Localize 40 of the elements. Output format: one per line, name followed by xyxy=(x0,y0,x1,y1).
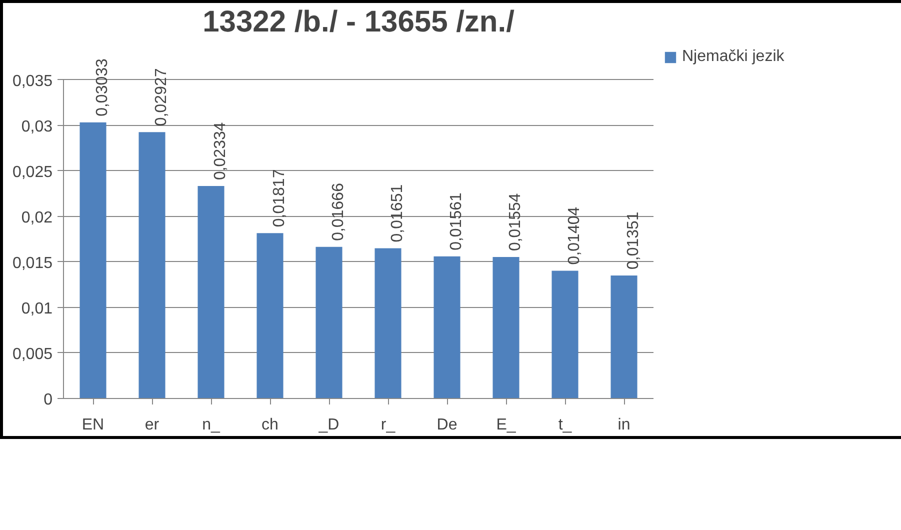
x-tick-label: t_ xyxy=(558,416,573,434)
bar xyxy=(552,270,578,398)
bar xyxy=(492,257,520,398)
data-label: 0,01817 xyxy=(271,169,288,228)
data-label: 0,01404 xyxy=(566,206,583,265)
legend-label: Njemački jezik xyxy=(682,48,784,66)
x-tick-label: _D xyxy=(318,416,340,434)
chart-title: 13322 /b./ - 13655 /zn./ xyxy=(202,6,516,38)
x-tick-label: EN xyxy=(82,416,104,434)
x-tick-label: E_ xyxy=(496,416,517,434)
data-label: 0,01351 xyxy=(625,212,642,270)
y-tick-label: 0,015 xyxy=(12,254,53,272)
y-tick-label: 0,005 xyxy=(12,346,53,363)
bar xyxy=(374,248,402,398)
x-tick-label: n_ xyxy=(202,416,221,434)
x-tick-label: in xyxy=(618,416,630,434)
y-tick-label: 0,03 xyxy=(21,118,53,136)
data-label: 0,01554 xyxy=(507,193,524,252)
x-tick-label: r_ xyxy=(380,416,396,434)
bar xyxy=(256,233,284,398)
data-label: 0,01666 xyxy=(330,182,347,241)
data-label: 0,01561 xyxy=(448,192,465,250)
data-label: 0,01651 xyxy=(389,184,406,242)
y-tick-label: 0,01 xyxy=(21,300,53,318)
bar xyxy=(434,256,460,398)
data-label: 0,02927 xyxy=(153,68,170,126)
bar xyxy=(138,132,166,398)
y-tick-label: 0 xyxy=(44,392,53,408)
bar xyxy=(316,246,342,398)
x-tick-label: ch xyxy=(262,416,278,434)
data-label: 0,02334 xyxy=(212,122,229,180)
bar xyxy=(610,276,638,398)
x-tick-label: De xyxy=(436,416,458,434)
bar xyxy=(198,186,224,398)
bar xyxy=(80,122,106,398)
data-label: 0,03033 xyxy=(94,58,111,116)
x-tick-label: er xyxy=(144,416,160,434)
y-tick-label: 0,025 xyxy=(12,164,53,181)
y-tick-label: 0,02 xyxy=(21,209,53,226)
y-tick-label: 0,035 xyxy=(12,72,53,90)
